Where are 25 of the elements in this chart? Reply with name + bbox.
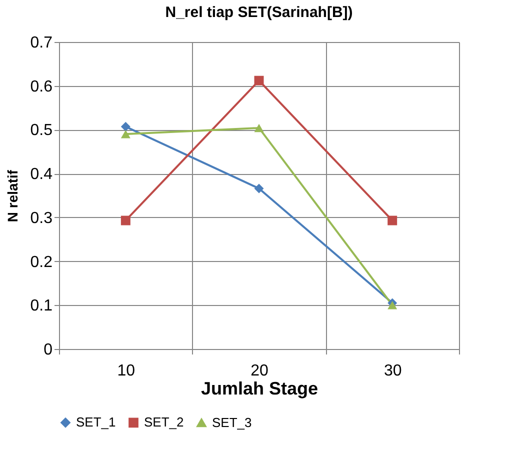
point [254, 76, 264, 86]
x-tick-label: 10 [117, 362, 136, 380]
point [120, 122, 130, 132]
y-tick-label: 0.3 [30, 210, 53, 227]
y-axis-title: N relatif [4, 170, 20, 222]
legend-label: SET_2 [144, 414, 184, 430]
y-tick-label: 0.7 [30, 34, 53, 52]
x-tick-label: 20 [250, 362, 268, 380]
point [120, 130, 130, 138]
chart-title: N_rel tiap SET(Sarinah[B]) [165, 4, 353, 21]
y-tick-label: 0 [44, 342, 53, 358]
point [120, 216, 130, 226]
legend-label: SET_3 [212, 414, 252, 430]
point [254, 184, 264, 194]
point [254, 124, 264, 132]
y-tick-label: 0.2 [30, 254, 53, 271]
y-tick-label: 0.4 [30, 166, 53, 184]
y-tick-label: 0.6 [30, 78, 53, 96]
point [388, 216, 398, 226]
legend-label: SET_1 [76, 414, 116, 430]
point [388, 301, 398, 310]
y-tick-label: 0.5 [30, 122, 53, 140]
x-tick-label: 30 [384, 362, 402, 380]
x-axis-title: Jumlah Stage [200, 378, 318, 398]
y-tick-label: 0.1 [30, 298, 53, 315]
